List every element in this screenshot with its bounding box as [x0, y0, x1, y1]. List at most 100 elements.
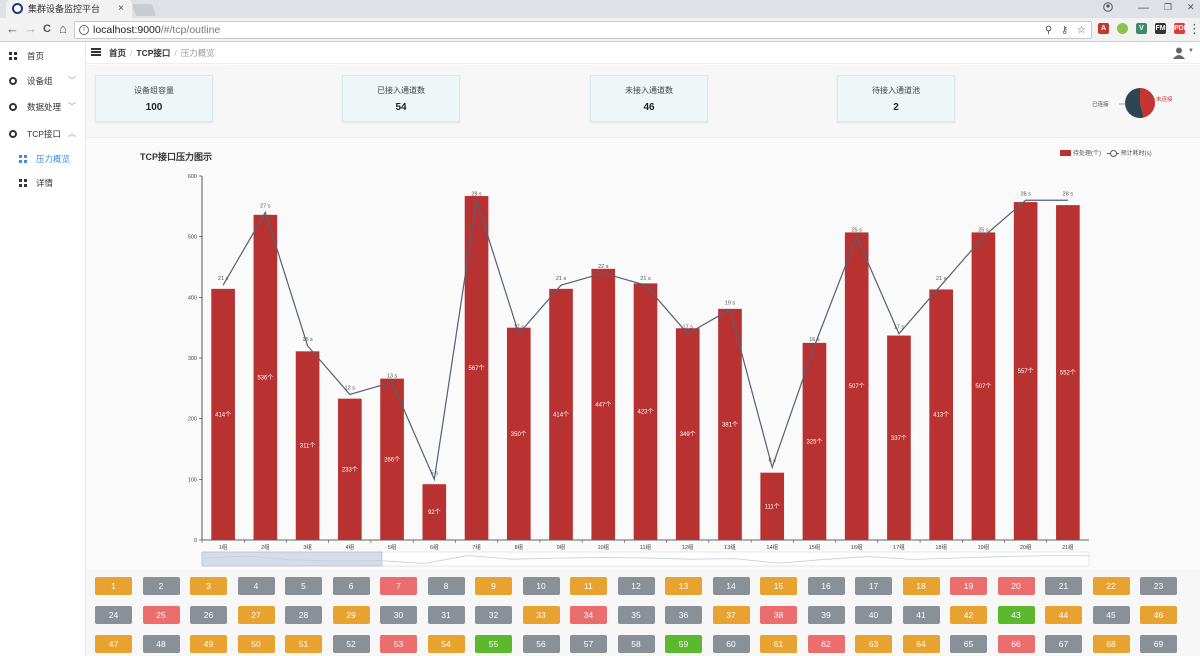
channel-button[interactable]: 53: [380, 635, 417, 653]
channel-button[interactable]: 46: [1140, 606, 1177, 624]
channel-button[interactable]: 58: [617, 635, 655, 653]
channel-button[interactable]: 60: [712, 635, 750, 653]
ext-adobe-icon[interactable]: A: [1098, 23, 1109, 34]
channel-button[interactable]: 34: [570, 606, 607, 624]
profile-icon[interactable]: [1103, 2, 1113, 15]
menu-toggle-icon[interactable]: [91, 48, 101, 56]
channel-button[interactable]: 37: [712, 606, 750, 624]
channel-button[interactable]: 63: [855, 635, 892, 653]
ext-pdf-icon[interactable]: PDF: [1174, 23, 1188, 34]
home-button[interactable]: ⌂: [59, 21, 67, 36]
sidebar-item-2[interactable]: 数据处理 ﹀: [0, 95, 86, 119]
bar[interactable]: [295, 351, 320, 540]
channel-button[interactable]: 20: [997, 577, 1035, 595]
line-series[interactable]: [222, 199, 1068, 482]
bar[interactable]: [971, 232, 996, 541]
channel-button[interactable]: 55: [475, 635, 512, 653]
forward-button[interactable]: →: [24, 21, 37, 36]
channel-button[interactable]: 30: [380, 606, 417, 624]
channel-button[interactable]: 7: [380, 577, 417, 595]
channel-button[interactable]: 59: [665, 635, 702, 653]
channel-button[interactable]: 57: [570, 635, 607, 653]
legend-bar-label[interactable]: 待处理(个): [1073, 151, 1101, 157]
channel-button[interactable]: 54: [427, 635, 465, 653]
bar[interactable]: [675, 328, 700, 540]
channel-button[interactable]: 51: [285, 635, 322, 653]
channel-button[interactable]: 69: [1140, 635, 1177, 653]
channel-button[interactable]: 31: [427, 606, 465, 624]
channel-button[interactable]: 43: [997, 606, 1035, 624]
channel-button[interactable]: 13: [665, 577, 702, 595]
channel-button[interactable]: 41: [902, 606, 940, 624]
key-icon[interactable]: ⚷: [1061, 25, 1069, 36]
channel-button[interactable]: 44: [1045, 606, 1082, 624]
channel-button[interactable]: 11: [570, 577, 607, 595]
channel-button[interactable]: 68: [1092, 635, 1130, 653]
legend-bar-swatch[interactable]: [1060, 150, 1071, 157]
user-dropdown-icon[interactable]: ▼: [1188, 48, 1194, 54]
new-tab-button[interactable]: [131, 4, 157, 16]
pie-slice[interactable]: [1125, 88, 1144, 118]
bar[interactable]: [549, 288, 573, 540]
channel-button[interactable]: 50: [237, 635, 275, 653]
legend-line-label[interactable]: 预计耗时(s): [1120, 151, 1152, 157]
bar[interactable]: [887, 335, 911, 540]
minimize-button[interactable]: —: [1138, 2, 1149, 14]
bar[interactable]: [760, 472, 785, 540]
user-avatar-icon[interactable]: [1172, 46, 1186, 60]
channel-button[interactable]: 29: [332, 606, 370, 624]
channel-button[interactable]: 25: [142, 606, 180, 624]
bar[interactable]: [844, 232, 869, 541]
bookmark-star-icon[interactable]: ☆: [1077, 25, 1086, 36]
bar[interactable]: [506, 327, 531, 540]
channel-button[interactable]: 67: [1045, 635, 1082, 653]
sidebar-item-3[interactable]: TCP接口 ︿: [0, 122, 86, 146]
channel-button[interactable]: 26: [190, 606, 227, 624]
channel-button[interactable]: 66: [997, 635, 1035, 653]
channel-button[interactable]: 6: [332, 577, 370, 595]
channel-button[interactable]: 56: [522, 635, 560, 653]
info-icon[interactable]: i: [79, 25, 89, 35]
channel-button[interactable]: 48: [142, 635, 180, 653]
channel-button[interactable]: 35: [617, 606, 655, 624]
channel-button[interactable]: 14: [712, 577, 750, 595]
channel-button[interactable]: 12: [617, 577, 655, 595]
channel-button[interactable]: 19: [950, 577, 987, 595]
bar[interactable]: [338, 398, 362, 540]
channel-button[interactable]: 2: [142, 577, 180, 595]
bar[interactable]: [718, 308, 742, 540]
channel-button[interactable]: 32: [475, 606, 512, 624]
channel-button[interactable]: 15: [760, 577, 797, 595]
channel-button[interactable]: 18: [902, 577, 940, 595]
channel-button[interactable]: 64: [902, 635, 940, 653]
channel-button[interactable]: 28: [285, 606, 322, 624]
channel-button[interactable]: 52: [332, 635, 370, 653]
channel-button[interactable]: 22: [1092, 577, 1130, 595]
bar[interactable]: [591, 268, 616, 540]
channel-button[interactable]: 3: [190, 577, 227, 595]
tab-close-icon[interactable]: ×: [118, 3, 124, 14]
browser-tab[interactable]: 集群设备监控平台 ×: [6, 0, 132, 18]
channel-button[interactable]: 33: [522, 606, 560, 624]
sidebar-item-0[interactable]: 首页: [0, 44, 86, 68]
close-window-button[interactable]: ✕: [1187, 2, 1195, 12]
channel-button[interactable]: 5: [285, 577, 322, 595]
channel-button[interactable]: 45: [1092, 606, 1130, 624]
channel-button[interactable]: 23: [1140, 577, 1177, 595]
channel-button[interactable]: 17: [855, 577, 892, 595]
address-bar[interactable]: i localhost:9000/#/tcp/outline ⚲ ⚷ ☆: [74, 21, 1092, 39]
sidebar-item-1[interactable]: 设备组 ﹀: [0, 69, 86, 93]
channel-button[interactable]: 10: [522, 577, 560, 595]
channel-button[interactable]: 61: [760, 635, 797, 653]
channel-button[interactable]: 36: [665, 606, 702, 624]
channel-button[interactable]: 39: [807, 606, 845, 624]
reload-button[interactable]: C: [43, 23, 51, 35]
channel-button[interactable]: 27: [237, 606, 275, 624]
channel-button[interactable]: 16: [807, 577, 845, 595]
zoom-icon[interactable]: ⚲: [1045, 25, 1053, 36]
channel-button[interactable]: 42: [950, 606, 987, 624]
bar[interactable]: [422, 484, 447, 540]
pie-slice[interactable]: [1140, 88, 1155, 118]
bar[interactable]: [633, 283, 658, 540]
channel-button[interactable]: 9: [475, 577, 512, 595]
